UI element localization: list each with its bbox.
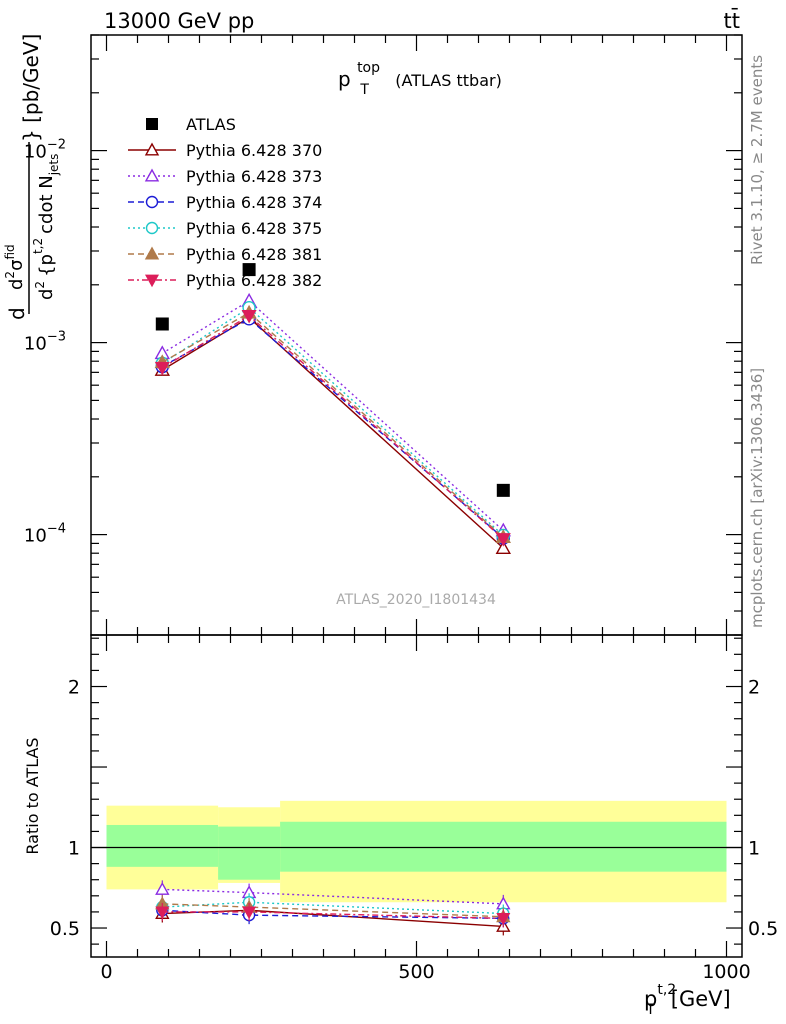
legend-marker (146, 118, 158, 130)
series-line (161, 311, 504, 538)
series-6 (154, 309, 511, 547)
ratio-panel: 0.5 0.5 1 1 2 2 0 500 1000 Ratio to ATLAS pt,2 T[… (23, 634, 778, 1018)
main-ytick-label: 10−3 (24, 330, 66, 355)
legend-entry: Pythia 6.428 373 (128, 167, 322, 186)
main-title-sub: T (359, 82, 369, 98)
legend-label: ATLAS (186, 115, 236, 134)
ratio-plot-frame (90, 634, 743, 958)
series-line (161, 299, 504, 532)
legend-entry: Pythia 6.428 375 (128, 219, 322, 238)
legend-entry: Pythia 6.428 381 (128, 245, 322, 264)
legend-label: Pythia 6.428 374 (186, 193, 322, 212)
band-inner (218, 826, 281, 880)
series-1 (154, 309, 511, 555)
ratio-ytick-label-right: 0.5 (748, 918, 778, 940)
legend-marker (144, 246, 160, 260)
main-title: p top T (ATLAS ttbar) (338, 53, 502, 99)
legend-entry: ATLAS (146, 115, 236, 134)
main-ticks: 10−210−310−4 (24, 34, 742, 636)
main-ytick-label: 10−4 (24, 522, 66, 547)
ratio-point (496, 912, 511, 926)
band-inner (106, 824, 219, 867)
main-ylabel: d d2σfid d2{pt,2cdot Njets } [pb/GeV] (3, 34, 61, 320)
legend-marker (144, 274, 160, 288)
ylabel-denominator: d2{pt,2cdot Njets (31, 154, 61, 300)
ratio-bands (106, 800, 727, 903)
main-title-rest: (ATLAS ttbar) (395, 71, 502, 90)
series-line (161, 316, 504, 549)
ratio-series (155, 880, 511, 936)
main-title-p: p (338, 67, 351, 91)
legend: ATLAS Pythia 6.428 370 Pythia 6.428 373 Pyt… (128, 115, 322, 290)
series-3 (155, 312, 510, 545)
ratio-series-5 (155, 902, 511, 928)
main-title-sup: top (357, 60, 380, 76)
process-label: tt̄ (724, 8, 740, 33)
ratio-xtick-label: 0 (100, 961, 112, 983)
ylabel-numerator: d2σfid (3, 244, 27, 290)
legend-entry: Pythia 6.428 374 (128, 193, 322, 212)
legend-label: Pythia 6.428 373 (186, 167, 322, 186)
ratio-ytick-label: 2 (68, 677, 80, 699)
legend-label: Pythia 6.428 381 (186, 245, 322, 264)
rivet-label: Rivet 3.1.10, ≥ 2.7M events (748, 55, 766, 265)
ylabel-num-d: d (5, 307, 29, 320)
data-point (495, 533, 511, 547)
main-panel: 10−210−310−4 ATLAS_2020_I1801434 p top T… (3, 34, 743, 636)
series-line (161, 314, 504, 540)
data-point (155, 317, 169, 331)
main-series (154, 263, 511, 555)
legend-label: Pythia 6.428 370 (186, 141, 322, 160)
energy-label: 13000 GeV pp (104, 9, 254, 33)
data-point (496, 483, 510, 497)
ratio-xtick-label: 500 (398, 961, 434, 983)
ratio-xlabel: pt,2 T [GeV] (644, 982, 731, 1018)
series-line (161, 306, 504, 536)
ratio-ytick-label: 1 (68, 838, 80, 860)
ratio-ytick-label: 0.5 (50, 918, 80, 940)
data-point (495, 540, 511, 555)
ratio-point (155, 906, 170, 920)
ratio-xtick-label: 1000 (702, 961, 750, 983)
legend-entry: Pythia 6.428 370 (128, 141, 322, 160)
data-point (241, 309, 257, 324)
legend-label: Pythia 6.428 382 (186, 271, 322, 290)
ratio-ytick-label-right: 2 (748, 677, 760, 699)
series-line (161, 317, 504, 539)
ratio-ytick-label-right: 1 (748, 838, 760, 860)
legend-marker (144, 142, 160, 156)
legend-marker (144, 168, 160, 182)
legend-marker (145, 195, 159, 209)
ylabel-units: } [pb/GeV] (19, 34, 43, 142)
series-0 (155, 263, 510, 497)
series-2 (154, 292, 511, 537)
data-point (242, 263, 256, 277)
ratio-point (155, 881, 170, 895)
ratio-ylabel: Ratio to ATLAS (23, 737, 42, 854)
ratio-point (242, 906, 257, 920)
analysis-id: ATLAS_2020_I1801434 (336, 592, 496, 608)
legend-marker (145, 221, 159, 235)
legend-label: Pythia 6.428 375 (186, 219, 322, 238)
ratio-ticks: 0.5 0.5 1 1 2 2 0 500 1000 (50, 635, 778, 983)
mcplots-label: mcplots.cern.ch [arXiv:1306.3436] (748, 368, 766, 628)
band-inner (280, 821, 727, 872)
data-point (154, 361, 170, 376)
legend-entry: Pythia 6.428 382 (128, 271, 322, 290)
